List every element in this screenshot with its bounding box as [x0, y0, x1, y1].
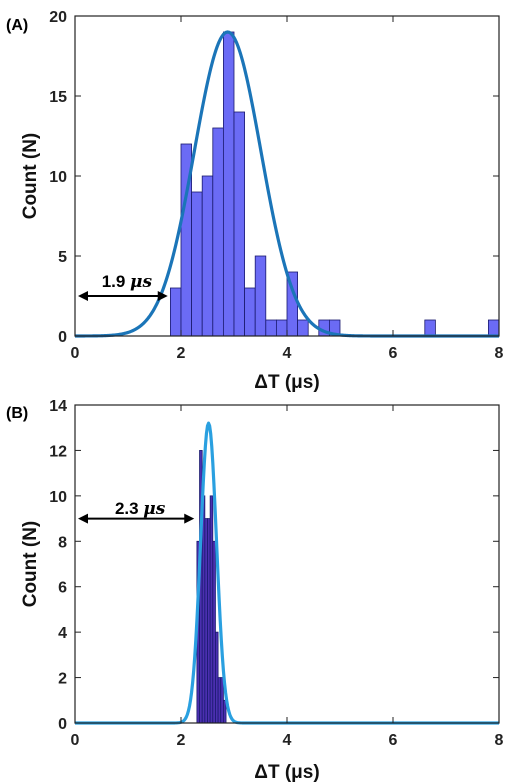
annotation-label: 1.9 μs	[102, 272, 153, 292]
x-tick-label: 0	[71, 732, 80, 749]
y-tick-label: 4	[58, 625, 67, 642]
histogram-bar	[191, 191, 203, 337]
plot-area	[75, 405, 499, 723]
y-axis-label: Count (N)	[20, 133, 41, 220]
y-tick-label: 15	[49, 89, 67, 106]
x-tick-label: 4	[283, 345, 292, 362]
y-tick-label: 8	[58, 534, 67, 551]
chart-panel-a: 0 2 4 6 8 0 5 10 15 20 ΔT (μs) Count (N) (A) 1.9 μs	[6, 9, 504, 393]
y-tick-label: 12	[49, 443, 67, 460]
chart-panel-b: 0 2 4 6 8 0 2 4 6 8 10 12 14 ΔT (μs) Count (N) (B) 2.3 μ…	[6, 398, 504, 783]
annotation-arrowhead-right	[184, 513, 195, 524]
x-axis-label: ΔT (μs)	[254, 762, 319, 783]
histogram-bar	[297, 319, 309, 337]
y-tick-label: 0	[58, 716, 67, 733]
histogram-bar	[212, 127, 224, 337]
y-tick-label: 10	[49, 489, 67, 506]
y-tick-label: 2	[58, 671, 67, 688]
histogram-bar	[424, 319, 436, 337]
y-tick-label: 14	[49, 398, 67, 415]
annotation-arrowhead-right	[157, 291, 168, 301]
histogram-bar	[222, 31, 235, 337]
y-tick-label: 20	[49, 9, 67, 26]
x-tick-label: 6	[389, 345, 398, 362]
x-tick-label: 4	[283, 732, 292, 749]
histogram-bar	[201, 175, 214, 337]
histogram-bar	[487, 319, 500, 337]
annotation-unit: μs	[130, 272, 152, 292]
x-tick-label: 0	[71, 345, 80, 362]
x-tick-label: 8	[495, 345, 504, 362]
histogram-bar	[275, 319, 288, 337]
annotation-arrowhead-left	[78, 513, 88, 524]
annotation-value: 1.9	[102, 272, 130, 291]
panel-label: (B)	[6, 405, 28, 422]
panel-label: (A)	[6, 17, 28, 34]
x-tick-label: 6	[389, 732, 398, 749]
y-axis-label: Count (N)	[20, 521, 41, 608]
x-axis-label: ΔT (μs)	[254, 372, 319, 393]
y-tick-label: 0	[58, 329, 67, 346]
histogram-bar	[244, 287, 256, 337]
annotation-arrowhead-left	[78, 291, 88, 301]
histogram-bar	[169, 287, 182, 337]
x-tick-label: 2	[177, 345, 186, 362]
histogram-bar	[233, 111, 246, 337]
y-tick-label: 5	[58, 249, 67, 266]
histogram-bar	[265, 319, 277, 337]
y-tick-label: 6	[58, 580, 67, 597]
annotation-value: 2.3	[115, 499, 143, 518]
x-tick-label: 8	[495, 732, 504, 749]
annotation-label: 2.3 μs	[115, 499, 166, 519]
x-tick-label: 2	[177, 732, 186, 749]
y-tick-label: 10	[49, 169, 67, 186]
annotation-unit: μs	[143, 499, 165, 519]
histogram-bar	[254, 255, 267, 337]
